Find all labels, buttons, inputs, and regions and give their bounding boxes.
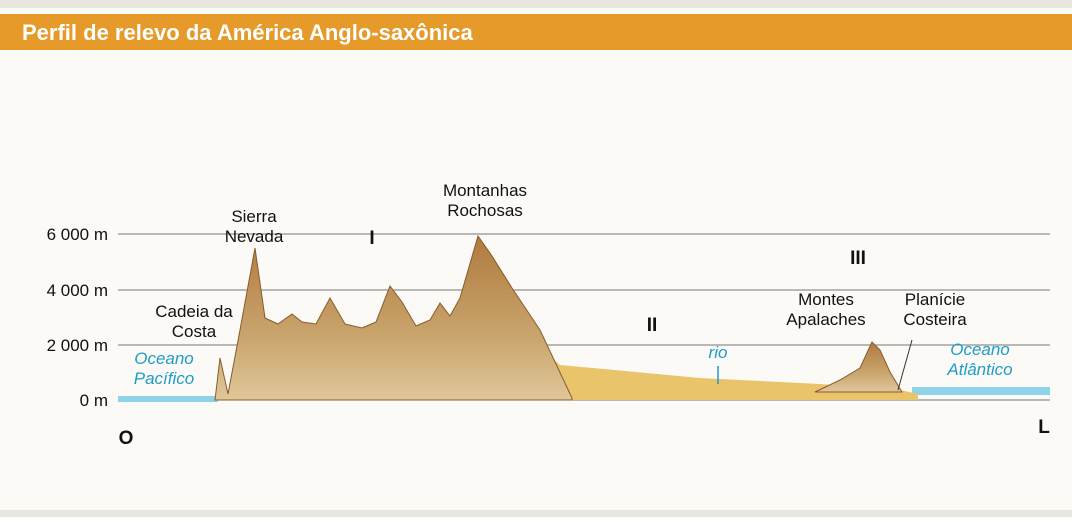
atlantic-water xyxy=(912,387,1050,395)
bottom-strip xyxy=(0,510,1072,517)
tick-label: 2 000 m xyxy=(47,336,108,355)
region-label: III xyxy=(850,248,866,269)
river-label: rio xyxy=(709,343,728,362)
page: Perfil de relevo da América Anglo-saxôni… xyxy=(0,0,1072,517)
pacific-water xyxy=(118,396,218,402)
direction-label: L xyxy=(1038,417,1050,438)
region-label: I xyxy=(369,228,374,249)
diagram: Perfil de relevo da América Anglo-saxôni… xyxy=(0,0,1072,517)
top-strip xyxy=(0,0,1072,8)
direction-label: O xyxy=(119,428,134,449)
tick-label: 4 000 m xyxy=(47,281,108,300)
tick-label: 6 000 m xyxy=(47,225,108,244)
background xyxy=(0,0,1072,517)
title: Perfil de relevo da América Anglo-saxôni… xyxy=(22,20,474,45)
region-label: II xyxy=(647,315,658,336)
tick-label: 0 m xyxy=(80,391,108,410)
